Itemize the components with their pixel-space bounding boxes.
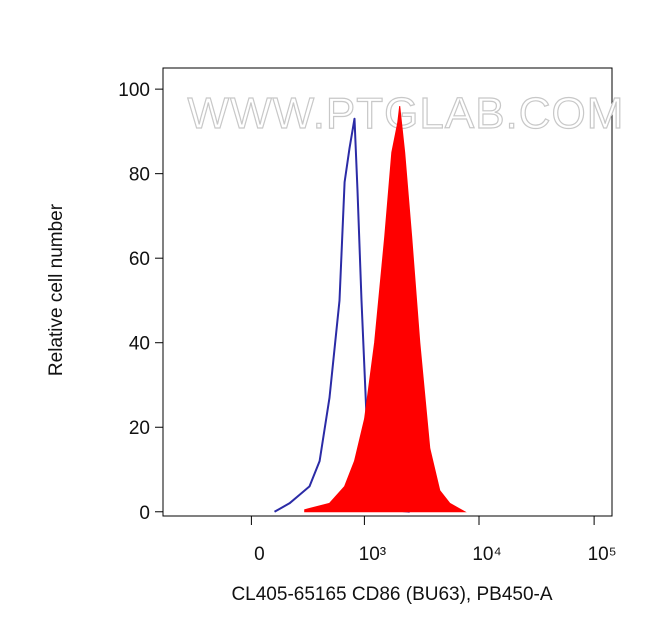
y-tick-label: 60 [129,249,150,270]
plot-frame [162,67,613,517]
x-tick-label: 10⁴ [472,544,501,565]
y-tick-label: 80 [129,165,150,186]
y-tick-label: 100 [118,80,150,101]
histogram-area [304,105,467,513]
y-tick-label: 40 [129,334,150,355]
y-tick-label: 0 [139,503,150,524]
y-axis-label: Relative cell number [46,203,67,376]
x-tick-label: 0 [254,544,265,565]
x-tick-label: 10³ [359,544,386,565]
x-tick-label: 10⁵ [588,544,617,565]
y-tick-label: 20 [129,418,150,439]
watermark: WWW.PTGLAB.COM [188,89,625,138]
x-axis-label: CL405-65165 CD86 (BU63), PB450-A [231,584,552,605]
